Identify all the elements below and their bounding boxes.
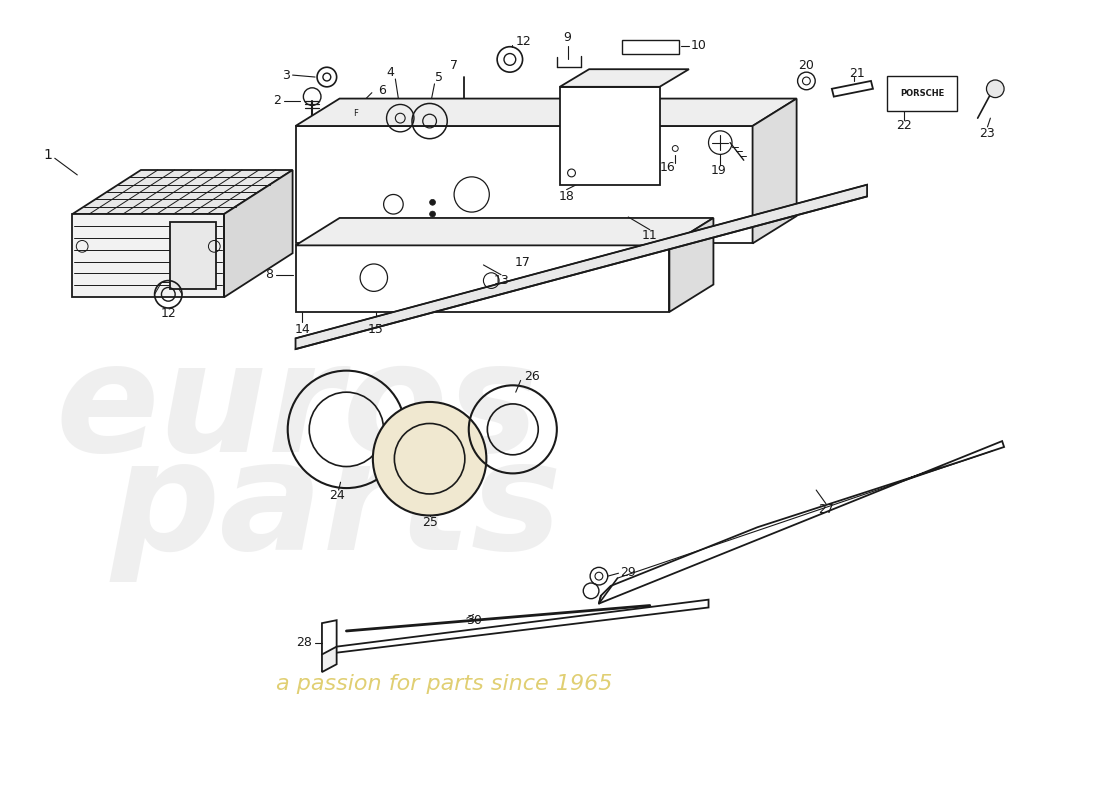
Polygon shape xyxy=(73,214,224,298)
Bar xyxy=(404,281,466,302)
Polygon shape xyxy=(560,70,689,87)
Text: 3: 3 xyxy=(282,69,289,82)
Polygon shape xyxy=(170,222,217,290)
Text: 21: 21 xyxy=(849,66,866,80)
Text: 28: 28 xyxy=(296,636,312,650)
Text: PORSCHE: PORSCHE xyxy=(900,89,944,98)
Polygon shape xyxy=(832,81,873,97)
Text: 26: 26 xyxy=(525,370,540,383)
Text: 11: 11 xyxy=(642,229,658,242)
Circle shape xyxy=(430,199,436,206)
Polygon shape xyxy=(598,441,1004,603)
Text: 13: 13 xyxy=(493,274,509,287)
Text: 4: 4 xyxy=(386,66,395,78)
Polygon shape xyxy=(670,218,714,312)
Bar xyxy=(670,128,691,155)
Text: 27: 27 xyxy=(818,503,834,516)
Bar xyxy=(351,103,371,123)
Polygon shape xyxy=(322,646,337,672)
Polygon shape xyxy=(322,600,708,654)
Text: 23: 23 xyxy=(980,127,996,140)
Text: 5: 5 xyxy=(434,70,442,83)
Text: 7: 7 xyxy=(450,58,458,72)
Circle shape xyxy=(987,80,1004,98)
Text: 1: 1 xyxy=(44,148,53,162)
Text: 20: 20 xyxy=(799,58,814,72)
Text: 8: 8 xyxy=(265,268,273,282)
Bar xyxy=(623,40,679,54)
Text: 24: 24 xyxy=(329,490,344,502)
Polygon shape xyxy=(224,170,293,298)
Circle shape xyxy=(430,211,436,217)
Bar xyxy=(310,197,364,224)
Text: 16: 16 xyxy=(660,161,675,174)
Polygon shape xyxy=(296,246,670,312)
Bar xyxy=(107,273,129,292)
Text: 9: 9 xyxy=(563,31,572,44)
Bar xyxy=(161,278,182,292)
Text: euros: euros xyxy=(56,335,539,484)
Text: 18: 18 xyxy=(559,190,574,203)
Bar xyxy=(887,76,957,111)
Polygon shape xyxy=(560,87,660,185)
Polygon shape xyxy=(296,185,867,349)
Text: 15: 15 xyxy=(367,323,384,336)
Polygon shape xyxy=(296,98,796,126)
Text: 12: 12 xyxy=(516,35,531,48)
Text: 6: 6 xyxy=(377,84,386,98)
Text: 17: 17 xyxy=(515,257,530,270)
Bar xyxy=(618,202,646,226)
Text: 30: 30 xyxy=(465,614,482,626)
Text: a passion for parts since 1965: a passion for parts since 1965 xyxy=(276,674,613,694)
Polygon shape xyxy=(296,218,714,246)
Text: 10: 10 xyxy=(691,39,707,52)
Polygon shape xyxy=(296,126,752,243)
Polygon shape xyxy=(752,98,796,243)
Text: 12: 12 xyxy=(161,307,176,320)
Bar xyxy=(136,278,155,292)
Text: F: F xyxy=(353,109,358,118)
Circle shape xyxy=(373,402,486,515)
Text: 2: 2 xyxy=(273,94,280,107)
Text: 19: 19 xyxy=(711,163,726,177)
Bar xyxy=(77,273,99,292)
Text: 25: 25 xyxy=(421,516,438,529)
Text: 14: 14 xyxy=(295,323,310,336)
Text: 22: 22 xyxy=(896,119,912,133)
Polygon shape xyxy=(73,170,293,214)
Text: 29: 29 xyxy=(620,566,636,578)
Bar xyxy=(560,202,604,226)
Text: parts: parts xyxy=(111,433,562,582)
